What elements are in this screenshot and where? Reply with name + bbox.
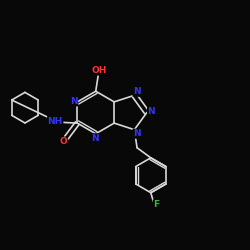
Text: N: N [70,97,78,106]
Text: O: O [60,137,67,146]
Text: N: N [133,129,141,138]
Text: N: N [133,87,141,96]
Text: NH: NH [48,117,63,126]
Text: N: N [148,107,155,116]
Text: OH: OH [91,66,106,75]
Text: N: N [91,134,98,143]
Text: F: F [153,200,160,209]
